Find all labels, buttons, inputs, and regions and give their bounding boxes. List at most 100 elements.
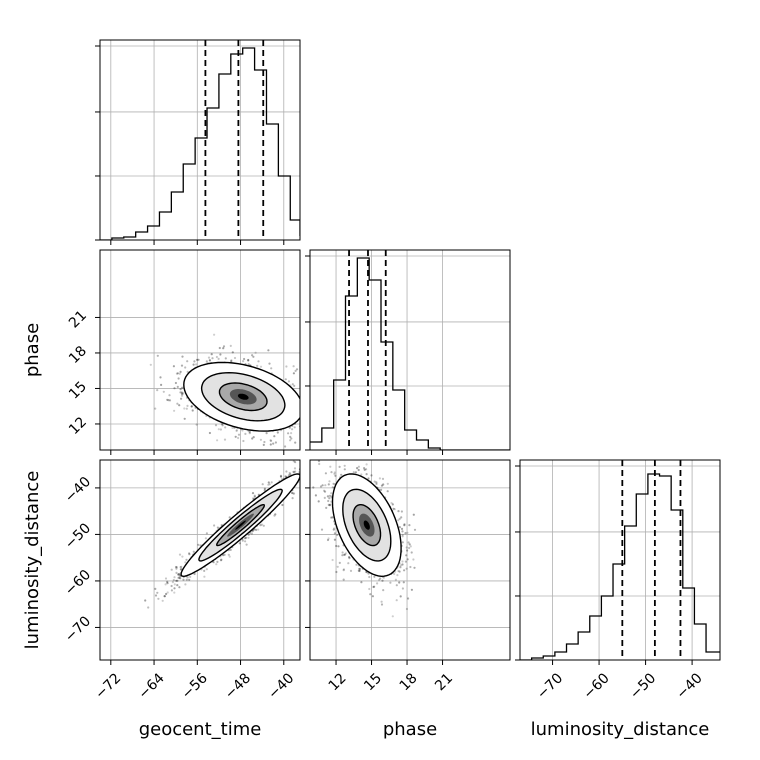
scatter-point bbox=[156, 354, 159, 357]
scatter-point bbox=[208, 359, 212, 362]
scatter-point bbox=[314, 494, 317, 497]
scatter-point bbox=[401, 535, 404, 538]
scatter-point bbox=[156, 389, 159, 392]
scatter-point bbox=[326, 401, 328, 403]
pair-content bbox=[100, 460, 317, 660]
scatter-point bbox=[259, 524, 262, 527]
scatter-point bbox=[238, 542, 241, 545]
scatter-point bbox=[331, 558, 334, 562]
scatter-point bbox=[184, 366, 187, 369]
scatter-point bbox=[328, 414, 330, 416]
scatter-point bbox=[180, 565, 183, 569]
scatter-point bbox=[292, 460, 295, 463]
scatter-point bbox=[369, 593, 372, 596]
scatter-point bbox=[280, 477, 283, 481]
scatter-point bbox=[217, 357, 220, 360]
scatter-point bbox=[220, 523, 223, 527]
scatter-point bbox=[179, 370, 182, 373]
scatter-point bbox=[403, 524, 406, 527]
scatter-point bbox=[343, 468, 346, 471]
scatter-point bbox=[354, 471, 357, 474]
scatter-point bbox=[330, 495, 333, 498]
scatter-point bbox=[327, 483, 330, 486]
scatter-point bbox=[166, 398, 169, 401]
scatter-point bbox=[331, 516, 334, 519]
scatter-point bbox=[398, 581, 401, 584]
scatter-point bbox=[386, 490, 389, 493]
scatter-point bbox=[360, 473, 363, 476]
scatter-point bbox=[276, 431, 279, 434]
scatter-point bbox=[241, 539, 244, 542]
scatter-point bbox=[268, 362, 271, 365]
scatter-point bbox=[315, 467, 317, 469]
scatter-point bbox=[386, 482, 389, 485]
scatter-point bbox=[253, 494, 256, 497]
scatter-point bbox=[197, 358, 200, 361]
scatter-point bbox=[247, 358, 250, 362]
scatter-point bbox=[336, 533, 339, 537]
scatter-point bbox=[391, 615, 394, 618]
scatter-point bbox=[403, 523, 406, 526]
scatter-point bbox=[325, 506, 328, 509]
scatter-point bbox=[256, 364, 259, 367]
scatter-point bbox=[287, 474, 290, 477]
xtick-label-phase-0: 12 bbox=[326, 670, 350, 694]
scatter-point bbox=[294, 441, 297, 444]
scatter-point bbox=[323, 496, 326, 499]
scatter-point bbox=[262, 443, 265, 446]
scatter-point bbox=[357, 468, 360, 472]
ytick-label-luminosity-distance-2: −50 bbox=[62, 520, 94, 552]
scatter-point bbox=[344, 552, 347, 555]
scatter-point bbox=[333, 538, 336, 541]
scatter-point bbox=[224, 357, 227, 360]
scatter-point bbox=[398, 517, 401, 521]
scatter-point bbox=[292, 372, 295, 375]
scatter-point bbox=[318, 462, 321, 466]
scatter-point bbox=[174, 381, 177, 385]
scatter-point bbox=[395, 584, 398, 587]
contour-2 bbox=[180, 473, 300, 578]
xtick-label-geocent-time-2: −56 bbox=[179, 670, 211, 702]
scatter-point bbox=[412, 558, 415, 561]
scatter-point bbox=[228, 516, 231, 519]
scatter-point bbox=[162, 390, 165, 393]
scatter-point bbox=[330, 492, 333, 495]
scatter-point bbox=[311, 404, 313, 406]
scatter-point bbox=[214, 424, 218, 427]
scatter-point bbox=[315, 470, 317, 472]
scatter-point bbox=[272, 442, 275, 445]
xtick-label-luminosity-distance-1: −60 bbox=[581, 670, 613, 702]
scatter-point bbox=[358, 567, 361, 571]
scatter-point bbox=[287, 432, 290, 435]
scatter-point bbox=[279, 475, 283, 478]
scatter-point bbox=[337, 421, 339, 423]
scatter-point bbox=[221, 424, 224, 427]
scatter-point bbox=[267, 483, 270, 486]
scatter-point bbox=[193, 572, 196, 576]
scatter-point bbox=[285, 365, 288, 368]
scatter-point bbox=[312, 486, 315, 489]
scatter-point bbox=[220, 423, 224, 426]
scatter-point bbox=[154, 594, 158, 597]
scatter-point bbox=[317, 500, 320, 503]
scatter-point bbox=[294, 470, 297, 473]
scatter-point bbox=[327, 503, 330, 506]
scatter-point bbox=[328, 504, 331, 507]
scatter-point bbox=[292, 471, 295, 474]
scatter-point bbox=[317, 460, 321, 463]
scatter-point bbox=[318, 415, 320, 417]
scatter-point bbox=[243, 537, 247, 540]
scatter-point bbox=[284, 378, 287, 381]
scatter-point bbox=[175, 571, 178, 575]
scatter-point bbox=[315, 436, 317, 438]
scatter-point bbox=[274, 441, 277, 444]
scatter-point bbox=[173, 583, 176, 586]
scatter-point bbox=[400, 510, 403, 513]
scatter-point bbox=[183, 407, 186, 410]
scatter-point bbox=[331, 486, 334, 489]
scatter-point bbox=[251, 437, 254, 440]
scatter-point bbox=[181, 386, 184, 389]
scatter-point bbox=[180, 394, 184, 397]
scatter-point bbox=[229, 344, 232, 347]
scatter-point bbox=[333, 472, 336, 475]
